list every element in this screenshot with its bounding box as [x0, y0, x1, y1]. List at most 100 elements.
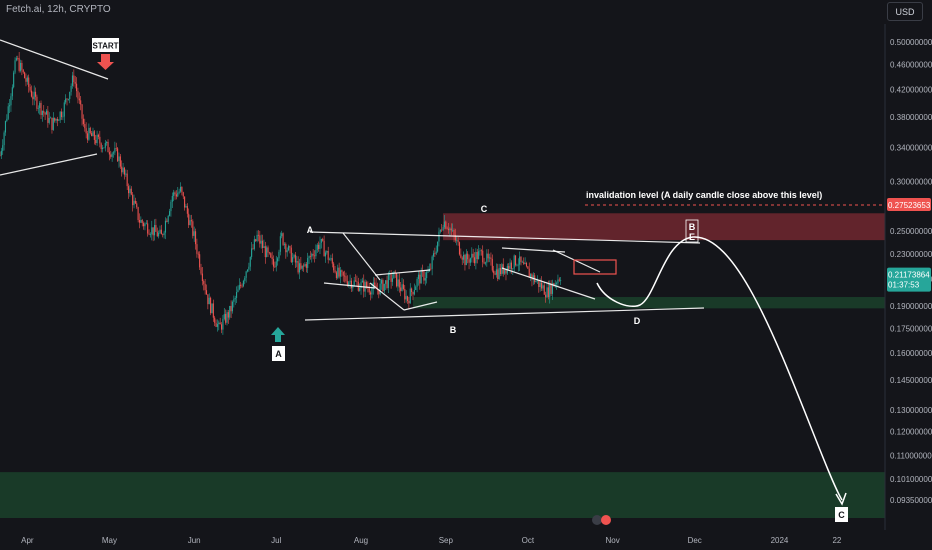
candle-body [423, 271, 425, 281]
candle-body [73, 75, 75, 83]
candle-body [446, 228, 448, 230]
candle-body [322, 238, 324, 241]
candle-body [70, 85, 72, 92]
candle-body [55, 118, 57, 121]
candle-body [122, 167, 124, 173]
candle-body [212, 303, 214, 318]
candle-body [29, 86, 31, 91]
time-tick-label: May [102, 536, 117, 545]
candle-body [304, 264, 306, 266]
candle-body [45, 110, 48, 115]
symbol-title: Fetch.ai, 12h, CRYPTO [6, 4, 111, 15]
candle-body [315, 249, 317, 257]
candle-body [292, 257, 294, 263]
candle-body [246, 269, 249, 272]
candle-body [236, 292, 238, 298]
time-tick-label: Sep [439, 536, 454, 545]
candle-body [464, 254, 466, 266]
candle-body [420, 270, 422, 284]
time-tick-label: 22 [832, 536, 841, 545]
candle-body [307, 258, 309, 268]
candle-body [411, 288, 413, 292]
candle-body [397, 279, 399, 287]
candle-body [405, 296, 407, 300]
candle-body [387, 274, 389, 289]
candle-body [164, 220, 167, 233]
candle-body [461, 257, 463, 260]
wave-label-a1: A [275, 349, 282, 359]
candle-body [313, 255, 316, 257]
candle-body [112, 152, 115, 154]
resistance-zone [443, 213, 885, 241]
trendline [0, 39, 109, 80]
candle-body [141, 219, 143, 224]
candle-body [30, 90, 33, 97]
countdown-label: 01:37:53 [888, 281, 920, 290]
candle-body [301, 265, 303, 269]
candle-body [504, 269, 506, 274]
candle-body [158, 232, 160, 237]
candle-body [524, 263, 526, 265]
candle-body [513, 255, 515, 269]
candle-body [338, 267, 340, 277]
candle-body [166, 220, 168, 222]
candle-body [334, 270, 336, 273]
candle-body [452, 229, 454, 231]
candle-body [211, 303, 213, 314]
price-axis: 0.50000000 0.46000000 0.42000000 0.38000000… [884, 24, 932, 532]
candle-body [342, 271, 344, 276]
candle-body [230, 305, 232, 312]
candle-body [71, 75, 74, 86]
candle-body [92, 131, 94, 137]
projection-arrowhead [835, 492, 847, 506]
candle-body [483, 262, 485, 264]
candle-body [290, 247, 292, 263]
candle-body [473, 257, 476, 264]
candle-body [144, 223, 146, 227]
candle-body [467, 253, 469, 260]
candle-body [508, 265, 510, 269]
candle-body [435, 251, 437, 254]
candle-body [406, 296, 409, 301]
currency-button[interactable]: USD [887, 2, 923, 21]
candle-body [390, 274, 392, 282]
candle-body [156, 231, 158, 237]
candle-body [129, 188, 131, 194]
candle-body [268, 252, 270, 254]
candle-body [78, 98, 80, 101]
candle-body [300, 263, 302, 269]
candle-body [335, 272, 337, 278]
candle-body [383, 283, 385, 291]
candle-body [215, 322, 217, 327]
candle-body [50, 117, 52, 119]
candle-body [271, 257, 273, 260]
candle-body [238, 284, 240, 290]
candle-body [97, 134, 100, 137]
time-axis-bg [0, 530, 932, 550]
pattern-line [369, 282, 405, 311]
candle-body [532, 275, 534, 280]
candle-body [327, 251, 329, 260]
candle-body [493, 270, 495, 274]
candle-body [404, 288, 406, 300]
candle-body [380, 279, 383, 284]
candle-body [25, 78, 27, 82]
candle-body [359, 288, 361, 291]
candle-body [210, 297, 212, 314]
resistance-trendline [309, 231, 701, 244]
candle-body [241, 285, 243, 287]
candle-body [528, 268, 530, 278]
candle-body [375, 284, 377, 290]
candle-body [281, 233, 283, 237]
pattern-line [552, 249, 601, 273]
candle-body [530, 274, 532, 278]
candle-body [167, 215, 169, 222]
candle-body [95, 139, 97, 144]
candle-body [14, 60, 16, 73]
pattern-line [342, 232, 381, 281]
candle-body [287, 246, 290, 251]
time-tick-label: Nov [606, 536, 620, 545]
time-tick-label: Dec [688, 536, 702, 545]
support-trendline [304, 307, 705, 321]
